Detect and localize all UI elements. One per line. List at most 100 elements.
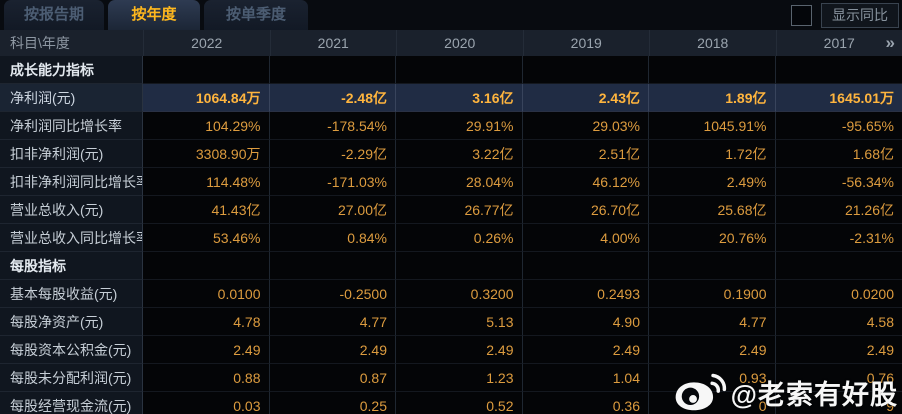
row-label: 每股资本公积金(元): [0, 336, 143, 364]
table-row: 扣非净利润同比增长率 114.48% -171.03% 28.04% 46.12% 2.4…: [0, 168, 902, 196]
value-cell: [143, 252, 270, 280]
value-cell: 2.49: [522, 336, 649, 364]
row-label: 净利润同比增长率: [0, 112, 143, 140]
value-cell: [143, 56, 270, 84]
value-cell: 41.43亿: [143, 196, 270, 224]
value-cell: 3.22亿: [396, 140, 523, 168]
value-cell: 3308.90万: [143, 140, 270, 168]
value-cell: 1045.91%: [649, 112, 776, 140]
table-row: 营业总收入(元) 41.43亿 27.00亿 26.77亿 26.70亿 25.68亿 21…: [0, 196, 902, 224]
value-cell: 0.88: [143, 364, 270, 392]
value-cell: -56.34%: [775, 168, 902, 196]
value-cell: 5.13: [396, 308, 523, 336]
value-cell: 26.70亿: [522, 196, 649, 224]
value-cell: 25.68亿: [649, 196, 776, 224]
financial-table: 科目\年度 2022 2021 2020 2019 2018 2017» 成长能力指标 净利…: [0, 30, 902, 414]
value-cell: 1.72亿: [649, 140, 776, 168]
value-cell: 20.76%: [649, 224, 776, 252]
row-label: 扣非净利润(元): [0, 140, 143, 168]
value-cell: 4.77: [269, 308, 396, 336]
value-cell: 0.1900: [649, 280, 776, 308]
value-cell: 29.03%: [522, 112, 649, 140]
value-cell: 2.43亿: [522, 84, 649, 112]
row-label: 成长能力指标: [0, 56, 143, 84]
table-row: 营业总收入同比增长率 53.46% 0.84% 0.26% 4.00% 20.76% -2.…: [0, 224, 902, 252]
value-cell: 4.78: [143, 308, 270, 336]
value-cell: [269, 56, 396, 84]
value-cell: [522, 252, 649, 280]
tab-by-quarter[interactable]: 按单季度: [204, 0, 308, 30]
table-row: 扣非净利润(元) 3308.90万 -2.29亿 3.22亿 2.51亿 1.72亿 1.6…: [0, 140, 902, 168]
value-cell: 1.89亿: [649, 84, 776, 112]
value-cell: 4.77: [649, 308, 776, 336]
year-header-2017[interactable]: 2017: [775, 30, 902, 56]
row-label: 每股指标: [0, 252, 143, 280]
value-cell: 0.36: [522, 392, 649, 414]
year-header-2018[interactable]: 2018: [649, 30, 776, 56]
value-cell: [649, 56, 776, 84]
value-cell: 4.90: [522, 308, 649, 336]
value-cell: 27.00亿: [269, 196, 396, 224]
value-cell: 9: [775, 392, 902, 414]
row-label: 每股净资产(元): [0, 308, 143, 336]
corner-header-cell: 科目\年度: [0, 30, 143, 56]
value-cell: 2.49: [396, 336, 523, 364]
value-cell: -178.54%: [269, 112, 396, 140]
value-cell: 0.87: [269, 364, 396, 392]
value-cell: -171.03%: [269, 168, 396, 196]
value-cell: 0.0200: [775, 280, 902, 308]
value-cell: 28.04%: [396, 168, 523, 196]
value-cell: 0.52: [396, 392, 523, 414]
value-cell: 104.29%: [143, 112, 270, 140]
year-header-2021[interactable]: 2021: [269, 30, 397, 56]
value-cell: [269, 252, 396, 280]
value-cell: [396, 56, 523, 84]
value-cell: 0.93: [649, 364, 776, 392]
section-row: 每股指标: [0, 252, 902, 280]
value-cell: 1064.84万: [143, 84, 270, 112]
tab-by-report-period[interactable]: 按报告期: [4, 0, 104, 30]
value-cell: 26.77亿: [396, 196, 523, 224]
value-cell: 0.25: [269, 392, 396, 414]
year-header-2019[interactable]: 2019: [522, 30, 650, 56]
year-header-2022[interactable]: 2022: [143, 30, 270, 56]
value-cell: 114.48%: [143, 168, 270, 196]
table-row: 净利润(元) 1064.84万 -2.48亿 3.16亿 2.43亿 1.89亿 1645.…: [0, 84, 902, 112]
value-cell: 1645.01万: [775, 84, 902, 112]
row-label: 营业总收入同比增长率: [0, 224, 143, 252]
section-row: 成长能力指标: [0, 56, 902, 84]
show-yoy-button[interactable]: 显示同比: [821, 2, 899, 28]
table-row: 每股未分配利润(元) 0.88 0.87 1.23 1.04 0.93 0.76: [0, 364, 902, 392]
row-label: 每股经营现金流(元): [0, 392, 143, 414]
table-row: 基本每股收益(元) 0.0100 -0.2500 0.3200 0.2493 0.1900…: [0, 280, 902, 308]
year-header-2020[interactable]: 2020: [396, 30, 523, 56]
value-cell: 0.84%: [269, 224, 396, 252]
table-row: 每股净资产(元) 4.78 4.77 5.13 4.90 4.77 4.58: [0, 308, 902, 336]
tab-bar: 按报告期 按年度 按单季度 显示同比: [0, 0, 902, 30]
row-label: 基本每股收益(元): [0, 280, 143, 308]
more-columns-icon[interactable]: »: [885, 33, 895, 52]
value-cell: 2.49%: [649, 168, 776, 196]
value-cell: 1.68亿: [775, 140, 902, 168]
value-cell: 29.91%: [396, 112, 523, 140]
value-cell: 1.23: [396, 364, 523, 392]
value-cell: 0.3200: [396, 280, 523, 308]
value-cell: 0.03: [143, 392, 270, 414]
value-cell: [775, 56, 902, 84]
value-cell: 0.0100: [143, 280, 270, 308]
show-yoy-checkbox[interactable]: [791, 4, 812, 26]
table-row: 净利润同比增长率 104.29% -178.54% 29.91% 29.03% 1045.…: [0, 112, 902, 140]
tab-by-year[interactable]: 按年度: [108, 0, 200, 30]
value-cell: 2.49: [269, 336, 396, 364]
value-cell: 2.49: [775, 336, 902, 364]
row-label: 净利润(元): [0, 84, 143, 112]
value-cell: 2.51亿: [522, 140, 649, 168]
value-cell: 53.46%: [143, 224, 270, 252]
row-label: 每股未分配利润(元): [0, 364, 143, 392]
value-cell: [775, 252, 902, 280]
value-cell: [396, 252, 523, 280]
value-cell: 0.76: [775, 364, 902, 392]
value-cell: -2.48亿: [269, 84, 396, 112]
value-cell: 0: [649, 392, 776, 414]
